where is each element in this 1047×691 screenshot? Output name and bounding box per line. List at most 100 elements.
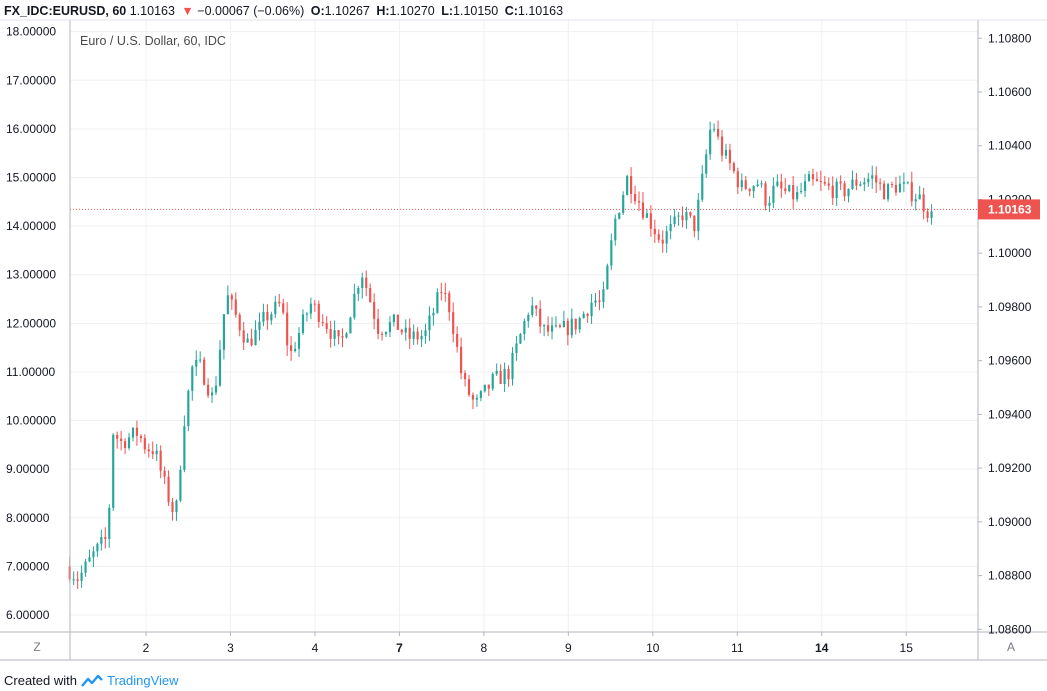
chart-legend: Euro / U.S. Dollar, 60, IDC xyxy=(80,34,226,48)
candle xyxy=(191,365,194,401)
candle xyxy=(159,445,162,479)
candle xyxy=(436,288,439,314)
time-tick-label: 7 xyxy=(396,641,403,655)
candle xyxy=(420,329,423,348)
right-tick-label: 1.10000 xyxy=(988,246,1032,260)
candle xyxy=(558,323,562,329)
candle xyxy=(614,214,617,246)
left-tick-label: 17.00000 xyxy=(6,73,56,87)
candle xyxy=(649,205,652,237)
candle xyxy=(120,430,123,451)
candle xyxy=(740,173,743,192)
candle xyxy=(380,331,384,341)
candle xyxy=(408,318,411,350)
candle xyxy=(84,558,87,577)
symbol-header: FX_IDC:EURUSD, 60 1.10163 ▼ −0.00067 (−0… xyxy=(4,2,566,20)
candle xyxy=(286,302,289,356)
candle xyxy=(851,170,854,190)
time-axis[interactable]: 2 3 4 7 8 9 10 11 14 15 xyxy=(143,632,914,655)
candle xyxy=(890,181,894,188)
candle xyxy=(898,175,902,193)
candle xyxy=(764,181,767,211)
candle xyxy=(792,175,795,209)
chart-frame xyxy=(0,19,1047,661)
candle xyxy=(262,303,265,327)
candle xyxy=(499,364,502,385)
candle xyxy=(815,171,818,182)
candle xyxy=(550,317,554,340)
candle xyxy=(329,320,332,348)
candle xyxy=(784,178,787,195)
candle xyxy=(404,319,407,341)
zoom-button[interactable]: Z xyxy=(33,640,40,654)
candle xyxy=(709,121,712,160)
left-tick-label: 13.00000 xyxy=(6,268,56,282)
candle xyxy=(80,565,83,588)
right-price-axis[interactable]: 1.08600 1.08800 1.09000 1.09200 1.09400 1.096… xyxy=(978,31,1032,636)
candle xyxy=(930,204,933,225)
candle xyxy=(883,180,886,200)
high-label: H: xyxy=(376,4,390,18)
candle xyxy=(305,311,309,322)
candle xyxy=(566,318,569,346)
candle xyxy=(495,363,498,376)
candle xyxy=(515,335,518,361)
candle xyxy=(341,328,344,348)
candle xyxy=(475,394,479,407)
left-tick-label: 9.00000 xyxy=(6,462,50,476)
auto-scale-button[interactable]: A xyxy=(1007,640,1015,654)
candle xyxy=(748,188,751,197)
left-price-axis[interactable]: 6.00000 7.00000 8.00000 9.00000 10.00000 11.0… xyxy=(6,25,56,622)
candle xyxy=(677,212,680,226)
tradingview-brand[interactable]: TradingView xyxy=(106,673,179,688)
candle xyxy=(507,365,510,387)
right-tick-label: 1.09200 xyxy=(988,461,1032,475)
candle xyxy=(428,306,431,341)
candle xyxy=(392,313,395,327)
candle xyxy=(519,333,522,344)
candle xyxy=(92,546,95,568)
candle xyxy=(803,173,807,198)
candle xyxy=(578,316,581,333)
candle xyxy=(214,376,218,396)
candle xyxy=(602,281,605,309)
candle xyxy=(918,185,921,200)
candle xyxy=(96,542,99,557)
close-value: 1.10163 xyxy=(517,4,564,18)
candle xyxy=(827,177,830,191)
candle xyxy=(456,326,459,353)
candle xyxy=(179,465,182,503)
candle xyxy=(321,314,324,327)
candle xyxy=(713,123,716,133)
candle xyxy=(440,282,443,301)
candle xyxy=(503,362,506,392)
candle xyxy=(796,186,799,202)
candle xyxy=(752,185,755,199)
candle xyxy=(479,389,482,402)
candle xyxy=(590,294,593,324)
symbol-name[interactable]: FX_IDC:EURUSD, 60 xyxy=(4,4,127,18)
candle xyxy=(203,356,206,386)
candle xyxy=(317,300,320,328)
candle xyxy=(187,389,190,432)
candle xyxy=(705,149,708,178)
candle xyxy=(871,165,874,189)
left-tick-label: 6.00000 xyxy=(6,608,50,622)
candle xyxy=(400,328,403,336)
candle xyxy=(926,208,929,223)
candle xyxy=(131,427,135,442)
candle xyxy=(258,312,261,341)
candle xyxy=(606,263,609,290)
candle xyxy=(376,308,380,340)
candle xyxy=(511,347,514,386)
candle xyxy=(254,320,257,346)
candle xyxy=(894,176,898,196)
candle xyxy=(724,143,728,160)
candle xyxy=(238,312,241,337)
candle xyxy=(199,351,202,363)
candle xyxy=(116,431,119,449)
candle xyxy=(788,184,791,193)
candle xyxy=(716,120,720,140)
candle xyxy=(637,191,641,212)
